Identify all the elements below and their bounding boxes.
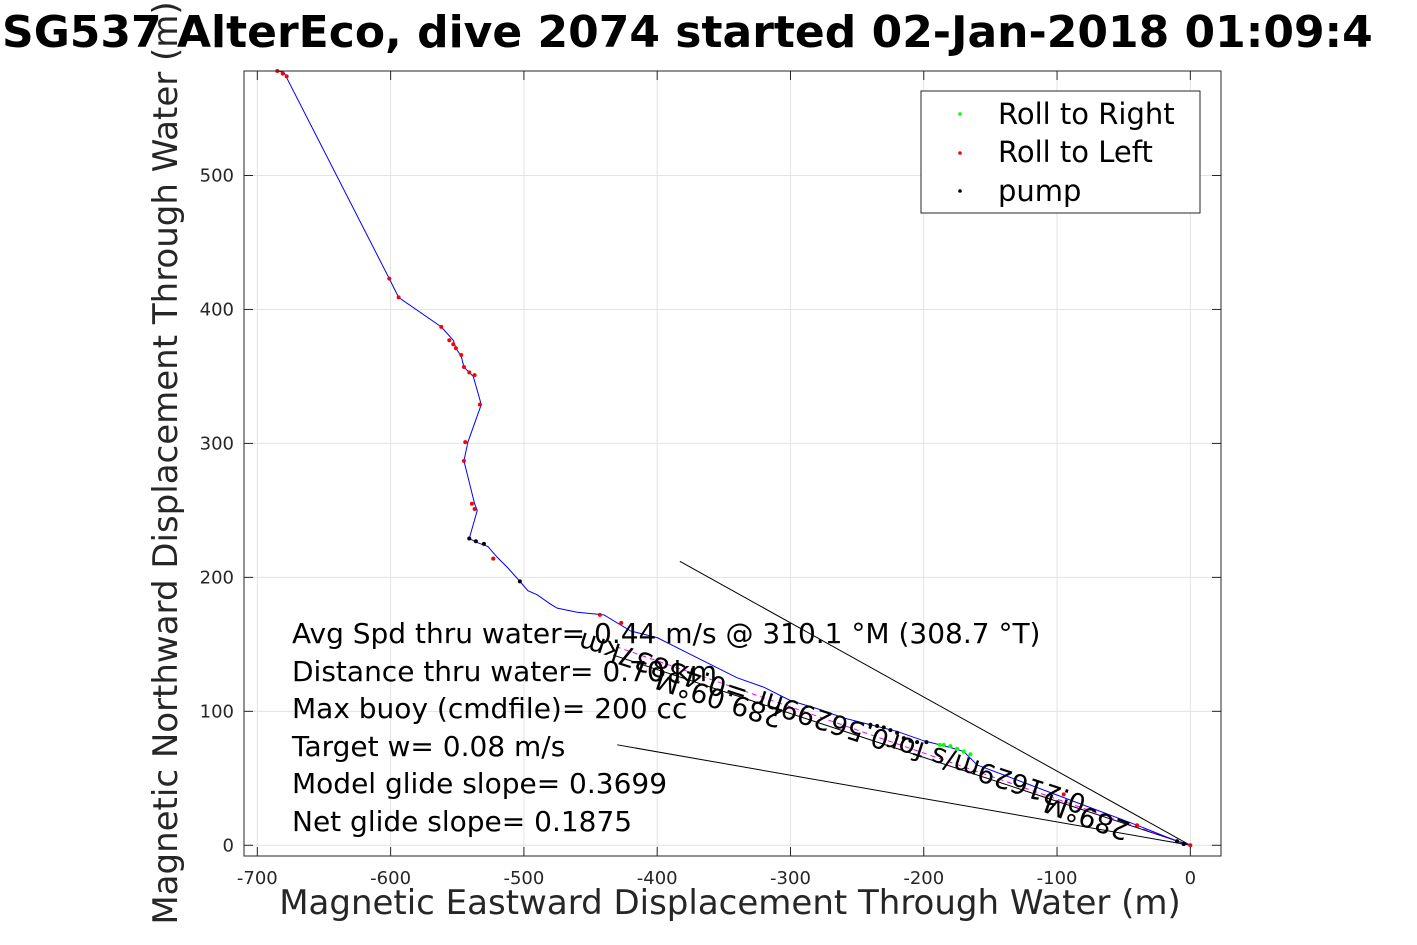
point-roll-to-left — [439, 324, 444, 329]
point-roll-to-left — [491, 556, 496, 561]
legend-marker-roll-right — [958, 112, 962, 116]
point-roll-to-left — [447, 338, 452, 343]
y-tick-label: 0 — [223, 835, 234, 856]
point-pump — [915, 740, 920, 745]
point-pump — [881, 725, 886, 730]
y-tick-label: 100 — [200, 701, 234, 722]
point-roll-to-left — [280, 71, 285, 76]
y-tick-label: 200 — [200, 567, 234, 588]
legend: Roll to Right Roll to Left pump — [920, 90, 1201, 214]
y-axis-label: Magnetic Northward Displacement Through … — [146, 1, 186, 924]
point-roll-to-right — [948, 744, 953, 749]
y-tick-label: 300 — [200, 433, 234, 454]
point-roll-to-right — [968, 752, 973, 757]
point-roll-to-right — [961, 749, 966, 754]
point-pump — [1181, 841, 1186, 846]
data-points — [275, 69, 1193, 848]
point-pump — [901, 736, 906, 741]
legend-marker-roll-left — [958, 151, 962, 155]
point-pump — [908, 738, 913, 743]
y-axis-ticks: 0 100 200 300 400 500 — [200, 165, 1221, 856]
chart-title: SG537 AlterEco, dive 2074 started 02-Jan… — [2, 7, 1373, 58]
stats-block: Avg Spd thru water= 0.44 m/s @ 310.1 °M … — [291, 617, 1040, 838]
point-roll-to-left — [451, 342, 456, 347]
guide-line-4 — [617, 646, 1191, 846]
legend-label-roll-right: Roll to Right — [998, 97, 1175, 131]
point-pump — [481, 541, 486, 546]
point-roll-to-left — [387, 276, 392, 281]
stat-avg-speed: Avg Spd thru water= 0.44 m/s @ 310.1 °M … — [292, 617, 1040, 650]
point-roll-to-left — [472, 373, 477, 378]
y-tick-label: 500 — [200, 165, 234, 186]
point-roll-to-left — [469, 501, 474, 506]
x-tick-label: -700 — [237, 868, 278, 889]
point-roll-to-right — [955, 746, 960, 751]
guide-line-2 — [613, 654, 1191, 846]
plot-frame — [243, 70, 1222, 857]
point-pump — [888, 728, 893, 733]
point-roll-to-left — [461, 365, 466, 370]
stat-net-glide: Net glide slope= 0.1875 — [292, 805, 632, 838]
point-pump — [875, 724, 880, 729]
point-roll-to-left — [463, 440, 468, 445]
point-pump — [517, 579, 522, 584]
x-axis-label: Magnetic Eastward Displacement Through W… — [279, 883, 1181, 923]
point-roll-to-left — [477, 402, 482, 407]
point-pump — [868, 722, 873, 727]
point-roll-to-left — [1135, 823, 1140, 828]
point-roll-to-right — [937, 742, 942, 747]
point-roll-to-left — [619, 620, 624, 625]
point-roll-to-left — [597, 612, 602, 617]
point-pump — [895, 730, 900, 735]
legend-marker-pump — [958, 189, 962, 193]
point-roll-to-right — [941, 742, 946, 747]
stat-distance: Distance thru water= 0.70 km — [292, 655, 717, 688]
legend-label-roll-left: Roll to Left — [998, 135, 1153, 169]
guide-line-1 — [679, 560, 1191, 846]
x-tick-label: -500 — [503, 868, 544, 889]
point-roll-to-left — [459, 352, 464, 357]
point-pump — [473, 539, 478, 544]
point-roll-to-left — [396, 295, 401, 300]
legend-box — [920, 90, 1201, 214]
point-pump — [924, 740, 929, 745]
point-roll-to-left — [472, 507, 477, 512]
stat-model-glide: Model glide slope= 0.3699 — [292, 767, 667, 800]
x-tick-label: -100 — [1037, 868, 1078, 889]
x-tick-label: -300 — [770, 868, 811, 889]
x-tick-label: -400 — [637, 868, 678, 889]
point-roll-to-left — [453, 346, 458, 351]
guide-lines — [613, 560, 1191, 846]
x-tick-label: -600 — [370, 868, 411, 889]
point-roll-to-left — [284, 74, 289, 79]
x-axis-ticks: -700 -600 -500 -400 -300 -200 -100 0 — [237, 71, 1196, 889]
x-tick-label: 0 — [1185, 868, 1196, 889]
stat-target-w: Target w= 0.08 m/s — [291, 730, 565, 763]
guide-line-3 — [617, 744, 1191, 846]
stat-max-buoy: Max buoy (cmdfile)= 200 cc — [292, 692, 687, 725]
point-roll-to-left — [467, 370, 472, 375]
y-tick-label: 400 — [200, 299, 234, 320]
point-pump — [467, 536, 472, 541]
x-tick-label: -200 — [903, 868, 944, 889]
point-roll-to-left — [1061, 792, 1066, 797]
legend-label-pump: pump — [998, 174, 1081, 208]
point-roll-to-left — [1188, 843, 1193, 848]
point-pump — [1175, 839, 1180, 844]
point-roll-to-left — [461, 458, 466, 463]
